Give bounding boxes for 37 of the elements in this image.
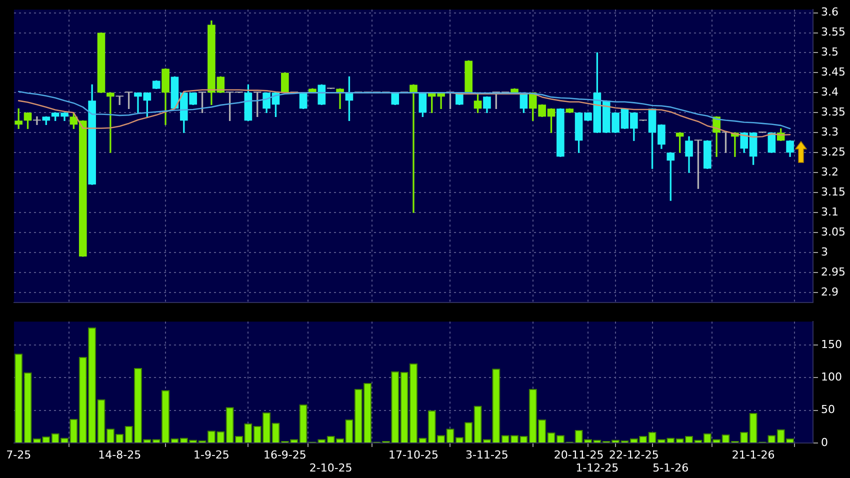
candlestick (410, 84, 418, 213)
x-tick-label: 16-9-25 (263, 448, 306, 462)
y-tick-label: 3.5 (821, 46, 838, 59)
x-tick-label: 3-11-25 (466, 448, 508, 462)
y-tick-label: 0 (821, 436, 828, 449)
x-tick-label: 5-1-26 (652, 462, 689, 475)
y-tick-label: 3.05 (821, 225, 846, 238)
candlestick (694, 140, 702, 189)
y-tick-label: 3.15 (821, 185, 846, 198)
x-tick-label: 2-10-25 (309, 462, 352, 475)
y-tick-label: 3.2 (821, 165, 838, 178)
candlestick (336, 88, 344, 109)
y-tick-label: 3.1 (821, 205, 838, 218)
x-tick-label: 1-9-25 (193, 448, 230, 462)
x-tick-label: 22-12-25 (608, 448, 659, 462)
y-tick-label: 3.4 (821, 86, 838, 99)
y-tick-label: 3.6 (821, 6, 838, 19)
y-tick-label: 3.55 (821, 26, 846, 39)
candlestick (106, 92, 114, 153)
x-tick-label: 21-1-26 (732, 448, 775, 462)
y-tick-label: 3 (821, 245, 828, 258)
x-tick-label: 17-10-25 (388, 448, 438, 462)
y-tick-label: 150 (821, 338, 842, 351)
x-tick-label: 7-25 (6, 448, 32, 462)
y-tick-label: 3.45 (821, 66, 846, 79)
candlestick (33, 116, 41, 125)
x-tick-label: 20-11-25 (554, 448, 604, 462)
y-tick-label: 2.9 (821, 285, 838, 298)
y-tick-label: 3.3 (821, 125, 838, 138)
x-tick-label: 1-12-25 (576, 462, 619, 475)
y-tick-label: 2.95 (821, 265, 846, 278)
y-tick-label: 100 (821, 370, 842, 384)
candlestick (124, 92, 133, 109)
y-tick-label: 50 (821, 403, 835, 416)
y-tick-label: 3.25 (821, 145, 846, 158)
x-tick-label: 14-8-25 (98, 448, 142, 462)
y-tick-label: 3.35 (821, 106, 846, 119)
